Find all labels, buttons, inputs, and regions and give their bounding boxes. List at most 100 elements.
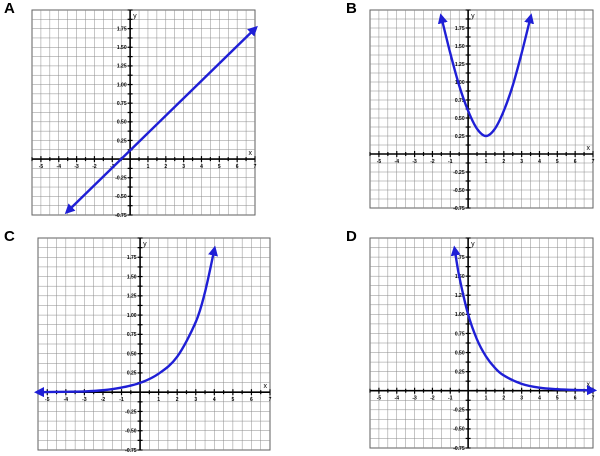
- x-tick-label: 1: [485, 396, 488, 402]
- y-tick-label: 0.50: [127, 351, 137, 357]
- y-tick-label: -0.50: [125, 429, 137, 435]
- x-tick-label: -1: [119, 397, 124, 403]
- x-axis-label: x: [587, 145, 591, 152]
- x-tick-label: -3: [412, 159, 417, 165]
- x-tick-label: -4: [57, 164, 62, 170]
- y-tick-label: 1.50: [117, 45, 127, 51]
- x-tick-label: 3: [520, 396, 523, 402]
- x-tick-label: 7: [592, 396, 595, 402]
- y-tick-label: 1.00: [117, 82, 127, 88]
- panel-label-a: A: [4, 0, 15, 17]
- x-tick-label: 7: [254, 164, 257, 170]
- tick-marks: [369, 9, 594, 209]
- function-curve: [33, 245, 218, 398]
- y-tick-label: 0.25: [455, 369, 465, 375]
- function-curve: [437, 13, 534, 138]
- x-tick-label: 3: [194, 397, 197, 403]
- y-tick-label: 1.00: [127, 313, 137, 319]
- graph-panel-d: -5 -4 -3 -2 -1 1 2 3 4 5 6 71.751.501.251.000.750.5…: [369, 237, 598, 452]
- y-tick-label: 1.50: [455, 44, 465, 50]
- x-tick-label: -2: [430, 159, 435, 165]
- x-tick-label: 7: [269, 397, 272, 403]
- panel-label-c: C: [4, 228, 15, 245]
- x-tick-label: -5: [39, 164, 44, 170]
- y-tick-label: -0.25: [453, 170, 465, 176]
- y-tick-label: 1.75: [117, 26, 127, 32]
- y-axis-label: y: [471, 13, 475, 20]
- x-tick-label: 6: [250, 397, 253, 403]
- x-tick-label: 5: [218, 164, 221, 170]
- x-tick-label: 1: [157, 397, 160, 403]
- x-tick-label: 2: [176, 397, 179, 403]
- x-tick-label: -3: [82, 397, 87, 403]
- graph-panel-b: -5 -4 -3 -2 -1 1 2 3 4 5 6 7 1.75 1.50 1.25 1.00 0.75 0.5…: [369, 9, 595, 212]
- x-tick-label: 5: [556, 159, 559, 165]
- x-tick-label: 6: [236, 164, 239, 170]
- y-tick-label: 0.25: [455, 134, 465, 140]
- x-tick-label: 2: [502, 159, 505, 165]
- x-axis-label: x: [249, 150, 253, 157]
- y-tick-label: 0.50: [455, 350, 465, 356]
- y-tick-label: 0.50: [117, 120, 127, 126]
- x-tick-label: 5: [231, 397, 234, 403]
- x-tick-label: -2: [430, 396, 435, 402]
- y-tick-label: 1.75: [455, 26, 465, 32]
- x-tick-label: 4: [538, 396, 541, 402]
- x-tick-label: 4: [538, 159, 541, 165]
- x-tick-label: -5: [45, 397, 50, 403]
- x-tick-label: -4: [64, 397, 69, 403]
- y-tick-label: 0.75: [455, 331, 465, 337]
- y-tick-label: -0.50: [453, 427, 465, 433]
- x-tick-label: -2: [101, 397, 106, 403]
- y-tick-label: 0.25: [127, 371, 137, 377]
- y-tick-label: -0.75: [115, 213, 127, 219]
- y-tick-label: -0.75: [453, 206, 465, 212]
- x-tick-label: 1: [147, 164, 150, 170]
- y-tick-label: 1.00: [455, 312, 465, 318]
- x-tick-label: 5: [556, 396, 559, 402]
- y-tick-label: 0.75: [455, 98, 465, 104]
- x-axis-label: x: [587, 382, 591, 389]
- y-tick-label: 1.25: [127, 294, 137, 300]
- x-tick-label: 4: [213, 397, 216, 403]
- y-tick-label: -0.50: [115, 194, 127, 200]
- x-tick-label: 1: [485, 159, 488, 165]
- function-curve: [450, 245, 598, 396]
- y-tick-label: 1.50: [127, 274, 137, 280]
- y-tick-label: 0.25: [117, 138, 127, 144]
- y-tick-label: 1.75: [127, 255, 137, 261]
- x-tick-label: 2: [164, 164, 167, 170]
- x-tick-label: -3: [412, 396, 417, 402]
- y-axis-label: y: [143, 241, 147, 248]
- x-tick-label: 7: [592, 159, 595, 165]
- function-curve: [64, 25, 258, 215]
- y-axis-label: y: [133, 13, 137, 20]
- y-tick-label: -0.25: [115, 176, 127, 182]
- x-tick-label: -5: [377, 159, 382, 165]
- x-tick-label: 3: [182, 164, 185, 170]
- x-tick-label: 6: [574, 396, 577, 402]
- y-tick-label: 1.25: [455, 62, 465, 68]
- x-tick-label: -2: [92, 164, 97, 170]
- panel-label-d: D: [346, 228, 357, 245]
- x-tick-label: -5: [377, 396, 382, 402]
- x-tick-label: 6: [574, 159, 577, 165]
- y-tick-label: -0.75: [125, 448, 137, 454]
- x-tick-label: -1: [448, 396, 453, 402]
- y-tick-label: 0.75: [127, 332, 137, 338]
- panel-label-b: B: [346, 0, 357, 17]
- y-tick-label: 1.25: [117, 64, 127, 70]
- x-tick-label: -4: [395, 159, 400, 165]
- x-tick-label: -3: [74, 164, 79, 170]
- x-tick-label: -1: [448, 159, 453, 165]
- y-tick-label: 1.00: [455, 80, 465, 86]
- graph-panel-a: -5 -4 -3 -2 -1 1 2 3 4 5 6 71.751.501.251.000.750.5…: [31, 9, 258, 219]
- x-tick-label: -4: [395, 396, 400, 402]
- y-tick-label: -0.50: [453, 188, 465, 194]
- x-tick-label: 4: [200, 164, 203, 170]
- y-tick-label: 0.50: [455, 116, 465, 122]
- graph-panel-c: -5 -4 -3 -2 -1 1 2 3 4 5 6 7 1.75 1.50 1.25 1.00 0.75 0.5…: [33, 237, 272, 454]
- y-tick-label: 0.75: [117, 101, 127, 107]
- x-tick-label: 3: [520, 159, 523, 165]
